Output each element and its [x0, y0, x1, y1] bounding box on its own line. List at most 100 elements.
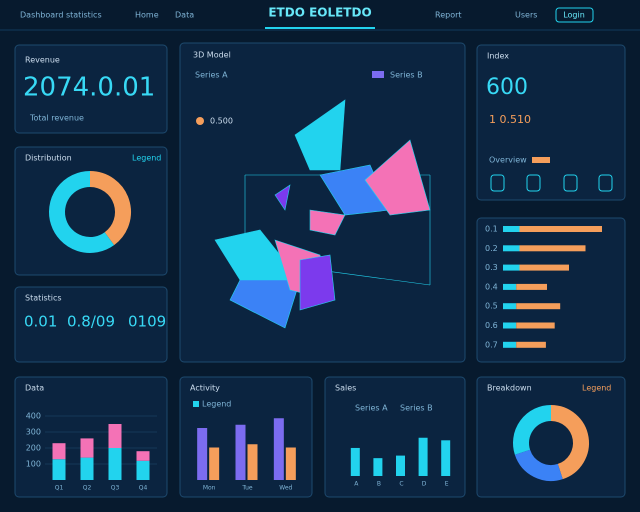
bar	[503, 264, 520, 271]
row-label: 0.6	[485, 321, 498, 330]
panel-title: Activity	[190, 384, 220, 393]
y-tick-label: 300	[26, 428, 41, 437]
bar	[418, 437, 428, 476]
face	[364, 139, 431, 216]
icon[interactable]	[598, 174, 613, 192]
panel-title: Breakdown	[487, 384, 532, 393]
icons	[490, 174, 613, 192]
bar	[503, 322, 517, 329]
donut-slice	[513, 405, 552, 455]
nav-item[interactable]: Users	[515, 11, 537, 20]
nav-item[interactable]: Report	[435, 11, 462, 20]
row-label: 0.5	[485, 302, 498, 311]
bar	[516, 341, 546, 348]
panel	[14, 286, 168, 363]
icon[interactable]	[526, 174, 541, 192]
legend: Legend	[202, 400, 231, 409]
donut-slice	[514, 449, 563, 481]
bar	[516, 322, 555, 329]
row-label: 0.4	[485, 282, 498, 291]
x-tick-label: D	[422, 481, 427, 488]
panel	[14, 146, 168, 276]
y-tick-label: 400	[26, 412, 41, 421]
bar	[80, 457, 94, 480]
kpi-caption: Overview	[489, 156, 527, 165]
legend-swatch	[372, 71, 384, 78]
login-label[interactable]: Login	[563, 11, 585, 20]
legend: Series A	[355, 404, 388, 413]
bar	[247, 444, 258, 480]
stat: 0.01	[24, 313, 57, 331]
donut-slice	[49, 171, 115, 253]
legend-swatch	[193, 401, 199, 407]
bar	[80, 438, 94, 458]
x-tick-label: Q2	[83, 485, 92, 492]
x-tick-label: Wed	[279, 485, 292, 492]
x-tick-label: Mon	[203, 485, 216, 492]
bar	[503, 303, 517, 310]
bar	[519, 245, 586, 252]
panel	[476, 217, 626, 363]
marker	[196, 117, 204, 125]
bar	[52, 459, 66, 480]
legend: Series B	[400, 404, 433, 413]
x-tick-label: Tue	[241, 485, 253, 492]
panel	[14, 44, 168, 134]
bar	[108, 448, 122, 480]
donut-slice	[550, 405, 589, 480]
icon[interactable]	[490, 174, 505, 192]
bar	[516, 303, 561, 310]
panel	[324, 376, 466, 498]
y-tick-label: 200	[26, 444, 41, 453]
label: 0.500	[210, 117, 233, 126]
bar	[209, 447, 220, 480]
legend: Legend	[132, 154, 161, 163]
bar	[516, 283, 547, 290]
nav-item[interactable]: Data	[175, 11, 194, 20]
kpi-caption: Total revenue	[29, 114, 84, 123]
kpi-value: 2074.0.01	[23, 73, 155, 103]
face	[299, 254, 336, 311]
bar	[519, 226, 602, 232]
row-label: 0.2	[485, 244, 498, 253]
x-tick-label: E	[445, 481, 449, 488]
face	[274, 184, 291, 211]
row-label: 0.7	[485, 340, 498, 349]
stat: 0109	[128, 313, 166, 331]
bar	[519, 264, 569, 271]
x-tick-label: B	[377, 481, 381, 488]
3d-model	[214, 99, 431, 329]
panel-title: Revenue	[25, 56, 60, 65]
bar	[273, 418, 284, 480]
indicator	[532, 157, 550, 163]
row-label: 0.1	[485, 225, 498, 234]
kpi-line: 1 0.510	[489, 113, 531, 126]
bar	[503, 283, 517, 290]
legend: Series B	[390, 71, 423, 80]
panel-title: Index	[487, 52, 509, 61]
bar	[285, 447, 296, 480]
kpi-value: 600	[486, 75, 528, 100]
bar	[136, 460, 150, 480]
panel	[476, 376, 626, 498]
header-title: ETDO EOLETDO	[268, 6, 371, 20]
x-tick-label: C	[399, 481, 403, 488]
row-label: 0.3	[485, 263, 498, 272]
login-button[interactable]	[555, 7, 594, 23]
bar	[197, 428, 208, 480]
x-tick-label: Q1	[55, 485, 64, 492]
panel-title: Data	[25, 384, 44, 393]
y-tick-label: 100	[26, 460, 41, 469]
bar	[235, 424, 246, 480]
face	[309, 209, 346, 236]
bar	[136, 451, 150, 461]
bar	[396, 455, 405, 476]
legend: Legend	[582, 384, 611, 393]
icon[interactable]	[563, 174, 578, 192]
nav-item[interactable]: Home	[135, 11, 159, 20]
bar	[503, 226, 520, 232]
panel-title: 3D Model	[193, 51, 231, 60]
bar	[350, 447, 360, 476]
x-tick-label: Q3	[111, 485, 120, 492]
